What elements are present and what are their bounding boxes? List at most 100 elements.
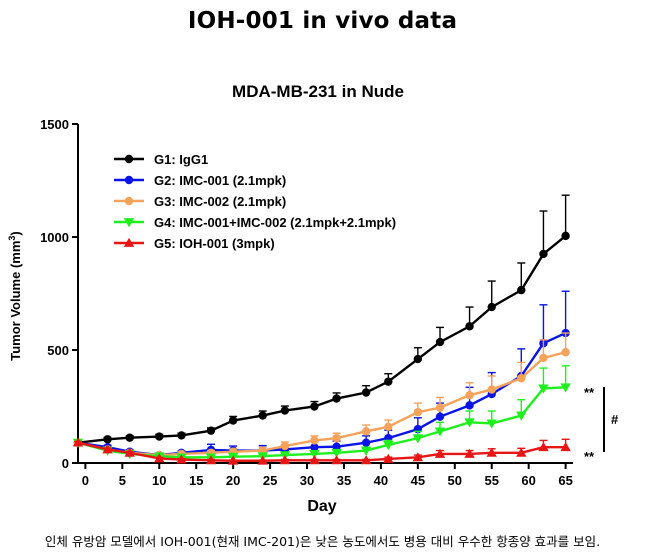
data-point xyxy=(280,441,290,451)
legend-label: G1: IgG1 xyxy=(154,152,208,167)
data-point xyxy=(125,433,134,442)
data-point xyxy=(332,433,341,443)
data-point xyxy=(103,435,112,444)
y-axis-title: Tumor Volume (mm3) xyxy=(7,231,23,361)
significance-upper: ** xyxy=(584,385,595,400)
x-axis-title: Day xyxy=(307,498,336,515)
data-point xyxy=(206,426,216,435)
y-tick-label: 500 xyxy=(47,343,69,358)
legend-swatch-marker xyxy=(124,154,134,164)
data-point xyxy=(539,249,548,259)
x-tick-label: 35 xyxy=(337,473,351,488)
data-point xyxy=(176,454,187,464)
data-point xyxy=(279,455,291,465)
legend-label: G3: IMC-002 (2.1mpk) xyxy=(154,194,286,209)
data-point xyxy=(227,455,239,465)
data-point xyxy=(205,455,217,465)
tumor-volume-chart: MDA-MB-231 in Nude 0 500 1000 1500 0 5 10 15 20… xyxy=(7,82,619,515)
legend-label: G2: IMC-001 (2.1mpk) xyxy=(154,173,286,188)
data-point xyxy=(384,422,393,432)
significance-annotation: ** ** # xyxy=(584,385,619,464)
data-point xyxy=(331,455,342,465)
data-point xyxy=(228,416,238,425)
data-point xyxy=(465,322,474,331)
legend-entry-5: G5: IOH-001 (3mpk) xyxy=(114,236,275,251)
data-point xyxy=(154,453,165,463)
x-tick-label: 65 xyxy=(558,473,572,488)
data-point xyxy=(332,442,341,451)
data-point xyxy=(280,406,290,415)
data-point xyxy=(517,374,526,383)
data-point xyxy=(102,444,113,454)
series-1 xyxy=(73,194,570,447)
series-line xyxy=(77,386,566,459)
data-point xyxy=(464,448,475,458)
data-point xyxy=(560,441,571,452)
data-point xyxy=(412,452,424,462)
x-tick-label: 50 xyxy=(448,473,462,488)
significance-hash: # xyxy=(611,412,619,427)
legend-swatch-marker xyxy=(124,175,134,185)
y-tick-label: 0 xyxy=(62,456,69,471)
data-point xyxy=(155,432,164,441)
data-point xyxy=(360,446,372,456)
data-point xyxy=(412,434,424,444)
data-point xyxy=(309,450,320,460)
data-point xyxy=(177,431,186,440)
x-tick-label: 55 xyxy=(484,473,498,488)
legend-entry-1: G1: IgG1 xyxy=(114,152,208,167)
series-layer xyxy=(72,194,571,465)
data-point xyxy=(309,455,320,465)
legend-label: G4: IMC-001+IMC-002 (2.1mpk+2.1mpk) xyxy=(154,215,396,230)
data-point xyxy=(560,383,571,393)
y-axis-title-end: ) xyxy=(8,231,23,235)
series-4 xyxy=(72,365,571,463)
data-point xyxy=(538,441,549,452)
series-line xyxy=(77,441,566,462)
x-tick-label: 40 xyxy=(374,473,388,488)
axes xyxy=(77,124,573,464)
data-point xyxy=(383,453,394,463)
data-point xyxy=(331,448,342,459)
data-point xyxy=(465,401,474,410)
x-tick-label: 45 xyxy=(411,473,425,488)
chart-title: MDA-MB-231 in Nude xyxy=(232,82,404,101)
x-tick-label: 20 xyxy=(226,473,240,488)
data-point xyxy=(516,411,527,421)
data-point xyxy=(561,348,570,357)
data-point xyxy=(384,377,393,386)
data-point xyxy=(257,455,268,465)
data-point xyxy=(72,437,84,447)
data-point xyxy=(124,447,135,457)
x-tick-label: 25 xyxy=(263,473,277,488)
x-tick-label: 10 xyxy=(152,473,166,488)
y-axis-title-sup: 3 xyxy=(7,236,17,241)
data-point xyxy=(434,427,446,437)
data-point xyxy=(413,354,423,364)
x-tick-label: 0 xyxy=(82,473,89,488)
data-point xyxy=(360,455,372,465)
data-point xyxy=(539,353,548,363)
data-point xyxy=(332,394,341,403)
data-point xyxy=(361,427,371,436)
legend-label: G5: IOH-001 (3mpk) xyxy=(154,236,275,251)
series-3 xyxy=(73,332,570,460)
legend-entry-2: G2: IMC-001 (2.1mpk) xyxy=(114,173,286,188)
series-2 xyxy=(73,290,570,460)
legend-swatch-marker xyxy=(123,237,135,247)
legend-swatch-marker xyxy=(123,218,135,228)
x-ticks: 0 5 10 15 20 25 30 35 40 45 50 55 60 65 xyxy=(82,463,573,488)
data-point xyxy=(487,302,496,312)
data-point xyxy=(517,285,526,295)
x-tick-label: 5 xyxy=(119,473,126,488)
y-ticks: 0 500 1000 1500 xyxy=(40,117,78,471)
data-point xyxy=(464,418,475,428)
data-point xyxy=(310,436,319,445)
caption: 인체 유방암 모델에서 IOH-001(현재 IMC-201)은 낮은 농도에서… xyxy=(44,534,601,549)
data-point xyxy=(361,388,371,397)
data-point xyxy=(361,438,371,447)
data-point xyxy=(435,337,445,347)
data-point xyxy=(435,412,445,421)
data-point xyxy=(258,411,267,420)
data-point xyxy=(434,448,446,458)
